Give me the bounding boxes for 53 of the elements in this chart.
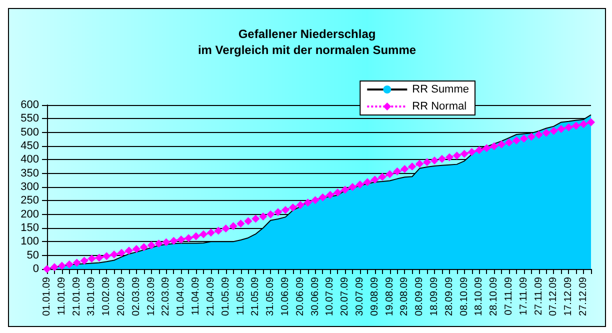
x-tick-label: 07.11.09: [504, 276, 515, 316]
x-tick-label: 31.05.09: [265, 276, 276, 316]
y-tick-label: 500: [20, 126, 39, 138]
x-tick-label: 21.01.09: [71, 276, 82, 316]
x-tick-label: 08.10.09: [458, 276, 470, 316]
x-tick-label: 17.12.09: [563, 276, 574, 316]
x-tick-label: 27.12.09: [578, 276, 590, 316]
x-tick-label: 12.03.09: [146, 276, 157, 316]
x-tick-label: 29.08.09: [399, 276, 410, 316]
x-tick-label: 31.01.09: [86, 276, 98, 316]
chart-title: Gefallener Niederschlag im Vergleich mit der normalen Summe: [198, 27, 416, 57]
x-tick-label: 08.09.09: [414, 276, 426, 316]
x-tick-label: 20.02.09: [116, 276, 128, 316]
x-tick-label: 28.09.09: [444, 276, 455, 316]
x-tick-label: 21.04.09: [205, 276, 216, 316]
x-tick-label: 01.01.09: [42, 276, 52, 316]
y-tick-label: 350: [20, 167, 39, 180]
x-tick-label: 30.07.09: [354, 276, 366, 316]
x-tick-label: 02.03.09: [130, 276, 142, 316]
x-tick-label: 11.01.09: [56, 276, 68, 316]
x-tick-label: 10.07.09: [324, 276, 336, 316]
x-tick-label: 27.11.09: [533, 276, 544, 316]
x-tick-label: 10.06.09: [280, 276, 291, 316]
y-tick-label: 100: [20, 236, 39, 248]
x-tick-label: 18.10.09: [474, 276, 485, 316]
y-tick-label: 450: [20, 140, 39, 152]
x-tick-label: 20.06.09: [294, 276, 306, 316]
x-tick-label: 20.07.09: [340, 276, 351, 316]
x-tick-label: 17.11.09: [518, 276, 530, 316]
x-tick-label: 11.05.09: [235, 276, 246, 316]
x-tick-label: 11.04.09: [190, 276, 202, 316]
x-tick-label: 22.03.09: [160, 276, 172, 316]
y-tick-label: 250: [20, 194, 39, 207]
y-tick-label: 600: [20, 99, 39, 111]
x-tick-label: 28.10.09: [488, 276, 500, 316]
y-tick-label: 200: [20, 208, 39, 220]
y-tick-label: 400: [20, 154, 39, 166]
y-tick-label: 150: [20, 222, 39, 234]
x-tick-label: 21.05.09: [250, 276, 262, 316]
y-tick-label: 0: [32, 263, 39, 275]
y-tick-label: 50: [26, 249, 39, 262]
x-tick-label: 01.05.09: [220, 276, 232, 316]
x-tick-label: 30.06.09: [310, 276, 321, 316]
x-tick-label: 09.08.09: [369, 276, 380, 316]
x-tick-label: 01.04.09: [176, 276, 187, 316]
x-tick-label: 19.08.09: [384, 276, 396, 316]
y-tick-label: 550: [20, 112, 39, 125]
x-tick-label: 10.02.09: [101, 276, 112, 316]
x-tick-label: 07.12.09: [548, 276, 560, 316]
legend-label: RR Summe: [412, 84, 469, 96]
legend-label: RR Normal: [412, 100, 467, 112]
y-tick-label: 300: [20, 181, 39, 193]
x-tick-label: 18.09.09: [429, 276, 440, 316]
